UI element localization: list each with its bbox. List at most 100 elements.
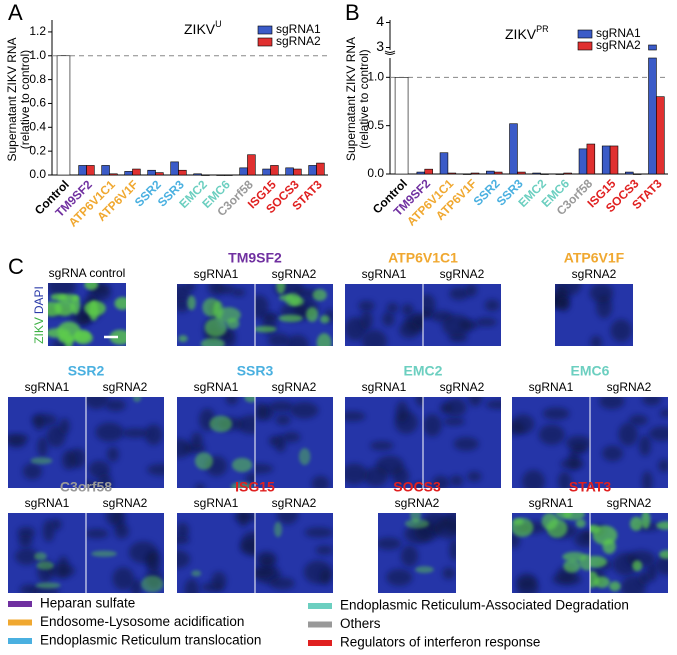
- green-signal: [659, 549, 668, 559]
- dark-spot: [565, 435, 590, 451]
- dark-spot: [485, 400, 501, 410]
- green-signal: [276, 284, 286, 294]
- image-label: sgRNA2: [272, 496, 317, 510]
- dark-spot: [184, 284, 196, 291]
- green-signal: [306, 307, 319, 322]
- green-signal: [114, 297, 126, 310]
- gene-title: TM9SF2: [228, 250, 282, 266]
- dark-spot: [658, 459, 668, 473]
- dark-spot: [147, 463, 164, 476]
- image-label: sgRNA1: [25, 380, 70, 394]
- image-label: sgRNA1: [25, 496, 70, 510]
- dark-spot: [629, 414, 648, 426]
- green-signal: [563, 559, 581, 573]
- dark-spot: [423, 310, 433, 319]
- dark-spot: [114, 523, 130, 539]
- micrograph: [590, 397, 668, 488]
- legend-swatch: [257, 25, 273, 35]
- dark-spot: [443, 417, 465, 426]
- image-label: sgRNA2: [572, 267, 617, 281]
- panel-label: B: [345, 0, 360, 25]
- dark-spot: [557, 297, 570, 312]
- image-label: sgRNA1: [362, 380, 407, 394]
- dark-spot: [59, 418, 70, 435]
- y-tick-label: 0.2: [29, 143, 46, 157]
- dark-spot: [638, 571, 651, 585]
- legend-swatch: [8, 619, 32, 626]
- dark-spot: [232, 288, 246, 297]
- bar-upper: [648, 44, 657, 51]
- dark-spot: [46, 563, 76, 578]
- green-signal: [209, 415, 233, 433]
- dark-spot: [589, 284, 614, 303]
- bar: [648, 44, 657, 175]
- dark-spot: [106, 446, 119, 462]
- image-label: sgRNA2: [607, 496, 652, 510]
- dark-spot: [22, 463, 42, 480]
- legend-swatch: [8, 601, 32, 607]
- green-signal: [609, 581, 621, 592]
- green-signal: [405, 519, 430, 529]
- dark-spot: [618, 422, 638, 446]
- dark-spot: [522, 469, 545, 488]
- dark-spot: [476, 317, 497, 327]
- gene-title: SOCS3: [393, 479, 441, 495]
- green-signal: [230, 482, 253, 488]
- stain-name: DAPI: [32, 286, 46, 314]
- bar: [101, 165, 110, 176]
- image-label: sgRNA2: [272, 380, 317, 394]
- dark-spot: [400, 545, 419, 567]
- bar: [124, 171, 133, 176]
- dark-spot: [512, 414, 535, 434]
- dark-spot: [415, 397, 423, 407]
- bar: [416, 171, 426, 175]
- green-signal: [641, 513, 651, 529]
- green-signal: [273, 521, 283, 538]
- legend-swatch: [577, 41, 593, 51]
- dark-spot: [610, 319, 632, 342]
- panel-label: C: [8, 254, 24, 279]
- dark-spot: [190, 432, 203, 449]
- dark-spot: [18, 534, 33, 548]
- image-label: sgRNA2: [272, 267, 317, 281]
- legend-swatch: [308, 621, 332, 628]
- stain-label: ZIKV DAPI: [32, 286, 46, 344]
- green-signal: [216, 307, 241, 323]
- green-signal: [244, 397, 255, 403]
- image-label: sgRNA2: [607, 380, 652, 394]
- green-signal: [278, 314, 303, 323]
- micrograph: [345, 397, 423, 488]
- dark-spot: [286, 334, 309, 346]
- green-signal: [592, 525, 618, 545]
- gene-title: SSR2: [68, 363, 105, 379]
- gene-title: ISG15: [235, 479, 275, 495]
- green-signal: [91, 550, 117, 557]
- bar: [178, 169, 187, 176]
- y-tick-label: 0.5: [367, 118, 384, 132]
- legend-label: sgRNA1: [596, 26, 641, 40]
- bar: [586, 143, 596, 175]
- micrograph: [177, 513, 255, 593]
- green-signal: [632, 560, 643, 572]
- dark-spot: [432, 475, 450, 488]
- dark-spot: [112, 567, 134, 591]
- title-sup: U: [215, 19, 222, 29]
- dark-spot: [361, 329, 388, 346]
- dark-spot: [237, 415, 255, 434]
- green-signal: [629, 516, 643, 531]
- dark-spot: [86, 480, 98, 488]
- dark-spot: [148, 551, 162, 572]
- y-axis-label: (relative to control): [357, 49, 371, 148]
- bar: [632, 173, 642, 175]
- legend-label: Endoplasmic Reticulum translocation: [40, 633, 261, 648]
- chart-title: ZIKVPR: [505, 24, 549, 41]
- dark-spot: [268, 435, 281, 446]
- dark-spot: [177, 438, 192, 458]
- y-tick-label: 0.4: [29, 119, 46, 133]
- bar: [247, 154, 256, 176]
- dark-spot: [648, 426, 668, 442]
- gene-title: EMC2: [404, 363, 443, 379]
- image-label: sgRNA1: [194, 267, 239, 281]
- dark-spot: [105, 399, 126, 412]
